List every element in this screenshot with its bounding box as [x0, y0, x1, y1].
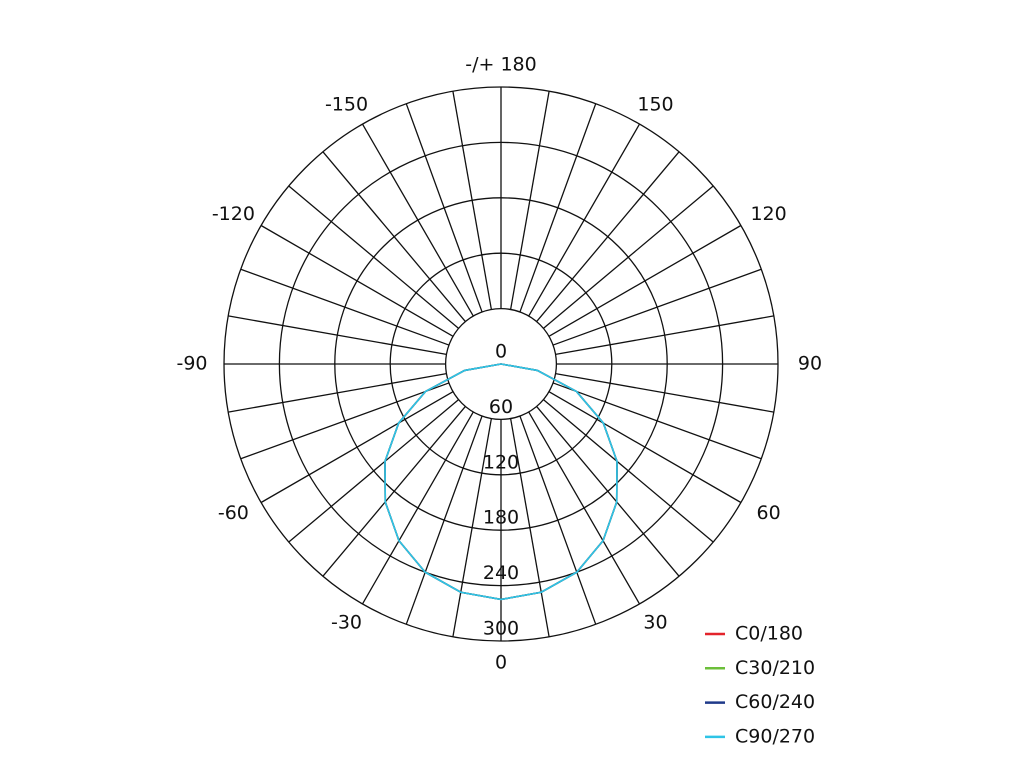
angle-tick-label: 90	[798, 353, 822, 375]
r-tick-label: 0	[495, 341, 507, 363]
angle-tick-label: 120	[750, 203, 786, 225]
angle-tick-label: 0	[495, 652, 507, 674]
ring-grid-line	[389, 252, 613, 476]
r-tick-label: 240	[483, 562, 519, 584]
r-tick-label: 60	[489, 396, 513, 418]
ring-grid-line	[223, 86, 779, 642]
r-tick-label: 300	[483, 618, 519, 640]
angle-tick-label: -90	[176, 353, 207, 375]
legend-label: C60/240	[735, 691, 815, 713]
r-tick-label: 120	[483, 451, 519, 473]
ring-grid-line	[334, 197, 668, 531]
angle-tick-label: -120	[212, 203, 255, 225]
angle-tick-label: 30	[643, 611, 667, 633]
ring-grid-line	[444, 307, 558, 421]
legend-label: C0/180	[735, 623, 803, 645]
legend-label: C90/270	[735, 725, 815, 747]
series-line	[384, 363, 618, 601]
angle-tick-label: -60	[218, 502, 249, 524]
angle-tick-label: -150	[325, 94, 368, 116]
angle-tick-label: 150	[637, 94, 673, 116]
angle-tick-label: 60	[757, 502, 781, 524]
angle-tick-label: -/+ 180	[465, 54, 536, 76]
legend-label: C30/210	[735, 657, 815, 679]
r-tick-label: 180	[483, 507, 519, 529]
ring-grid-line	[278, 141, 724, 587]
angle-tick-label: -30	[331, 611, 362, 633]
